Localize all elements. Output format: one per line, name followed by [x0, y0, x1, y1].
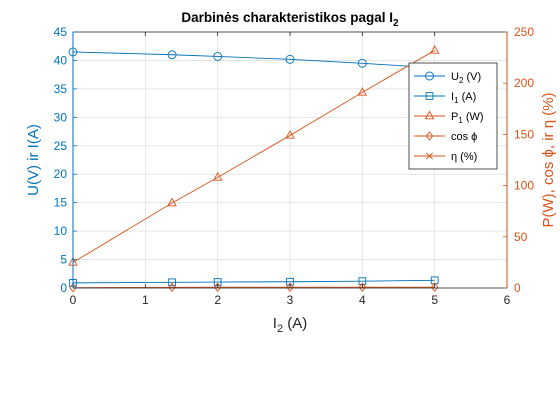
legend-marker — [424, 110, 435, 120]
legend-label-subscript: 2 — [459, 76, 464, 85]
chart-title: Darbinės charakteristikos pagal I2 — [181, 10, 399, 29]
series-point — [357, 86, 368, 96]
series-layer — [68, 44, 440, 293]
y-left-tick-label: 45 — [54, 25, 68, 39]
series-point — [430, 282, 439, 292]
y-right-tick-label: 0 — [514, 281, 521, 295]
series-point — [357, 58, 367, 68]
legend-label-unit: (V) — [463, 71, 481, 83]
legend-label-name: I — [451, 91, 454, 103]
y-left-tick-label: 10 — [54, 224, 68, 238]
y-left-tick-label: 5 — [60, 253, 67, 267]
x-axis-label: I2 (A) — [273, 315, 307, 335]
chart-title-subscript: 2 — [393, 18, 399, 29]
legend-label-subscript: 1 — [458, 116, 463, 125]
legend-marker — [425, 71, 434, 81]
y-left-tick-label: 20 — [54, 167, 68, 181]
series-point — [69, 282, 77, 293]
legend-label-unit: (%) — [457, 151, 477, 163]
x-tick-label: 6 — [504, 293, 511, 307]
x-tick-label: 0 — [70, 293, 77, 307]
x-tick-label: 5 — [431, 293, 438, 307]
x-tick-label: 3 — [287, 293, 294, 307]
series-point — [285, 129, 295, 139]
y-right-tick-label: 200 — [514, 76, 534, 90]
legend-label-name: η — [451, 151, 457, 163]
series-point — [167, 197, 177, 207]
x-axis-label-subscript: 2 — [277, 323, 283, 335]
x-tick-label: 1 — [142, 293, 149, 307]
series-point — [358, 282, 367, 292]
legend-marker — [425, 131, 434, 141]
legend-label: cos ϕ — [451, 131, 477, 143]
y-axis-left-label: U(V) ir I(A) — [25, 124, 42, 196]
series-point — [168, 278, 176, 287]
series-point — [167, 50, 177, 60]
legend-label-name: cos ϕ — [451, 131, 477, 143]
y-left-tick-label: 40 — [54, 53, 68, 67]
legend-label-name: P — [451, 111, 458, 123]
legend-label-unit: (W) — [463, 111, 484, 123]
legend-label-subscript: 1 — [454, 96, 459, 105]
series-line — [72, 51, 435, 69]
legend-marker — [425, 152, 434, 160]
legend-label: P1 (W) — [451, 111, 484, 125]
legend: U2 (V)I1 (A)P1 (W)cos ϕη (%) — [408, 62, 498, 170]
y-axis-right-label: P(W), cos ϕ, ir η (%) — [540, 92, 557, 227]
chart-title-main: Darbinės charakteristikos pagal I — [181, 10, 393, 25]
legend-label: I1 (A) — [451, 91, 476, 105]
legend-label: η (%) — [451, 151, 477, 163]
legend-label: U2 (V) — [451, 71, 481, 85]
x-marker-stroke — [425, 152, 434, 160]
series-point — [168, 282, 176, 293]
y-left-tick-label: 0 — [60, 281, 67, 295]
series-point — [213, 282, 222, 292]
series-line — [72, 286, 435, 289]
y-left-tick-label: 35 — [54, 82, 68, 96]
legend-marker — [425, 92, 434, 100]
series-point — [213, 52, 223, 61]
legend-label-unit: (A) — [459, 91, 477, 103]
y-right-tick-label: 250 — [514, 25, 534, 39]
series-line — [72, 279, 435, 284]
y-left-tick-label: 25 — [54, 139, 68, 153]
x-axis-label-unit: (A) — [283, 315, 307, 332]
series-point — [212, 171, 223, 181]
series-point — [285, 54, 295, 64]
y-right-tick-label: 50 — [514, 230, 528, 244]
y-right-tick-label: 100 — [514, 179, 534, 193]
series-point — [429, 44, 440, 54]
series-point — [286, 282, 294, 292]
y-left-tick-label: 15 — [54, 196, 68, 210]
y-right-tick-label: 150 — [514, 127, 534, 141]
legend-label-name: U — [451, 71, 459, 83]
x-tick-label: 4 — [359, 293, 366, 307]
series-line — [72, 50, 435, 263]
y-left-tick-label: 30 — [54, 110, 68, 124]
x-tick-label: 2 — [214, 293, 221, 307]
x-axis-label-main: I — [273, 315, 277, 332]
